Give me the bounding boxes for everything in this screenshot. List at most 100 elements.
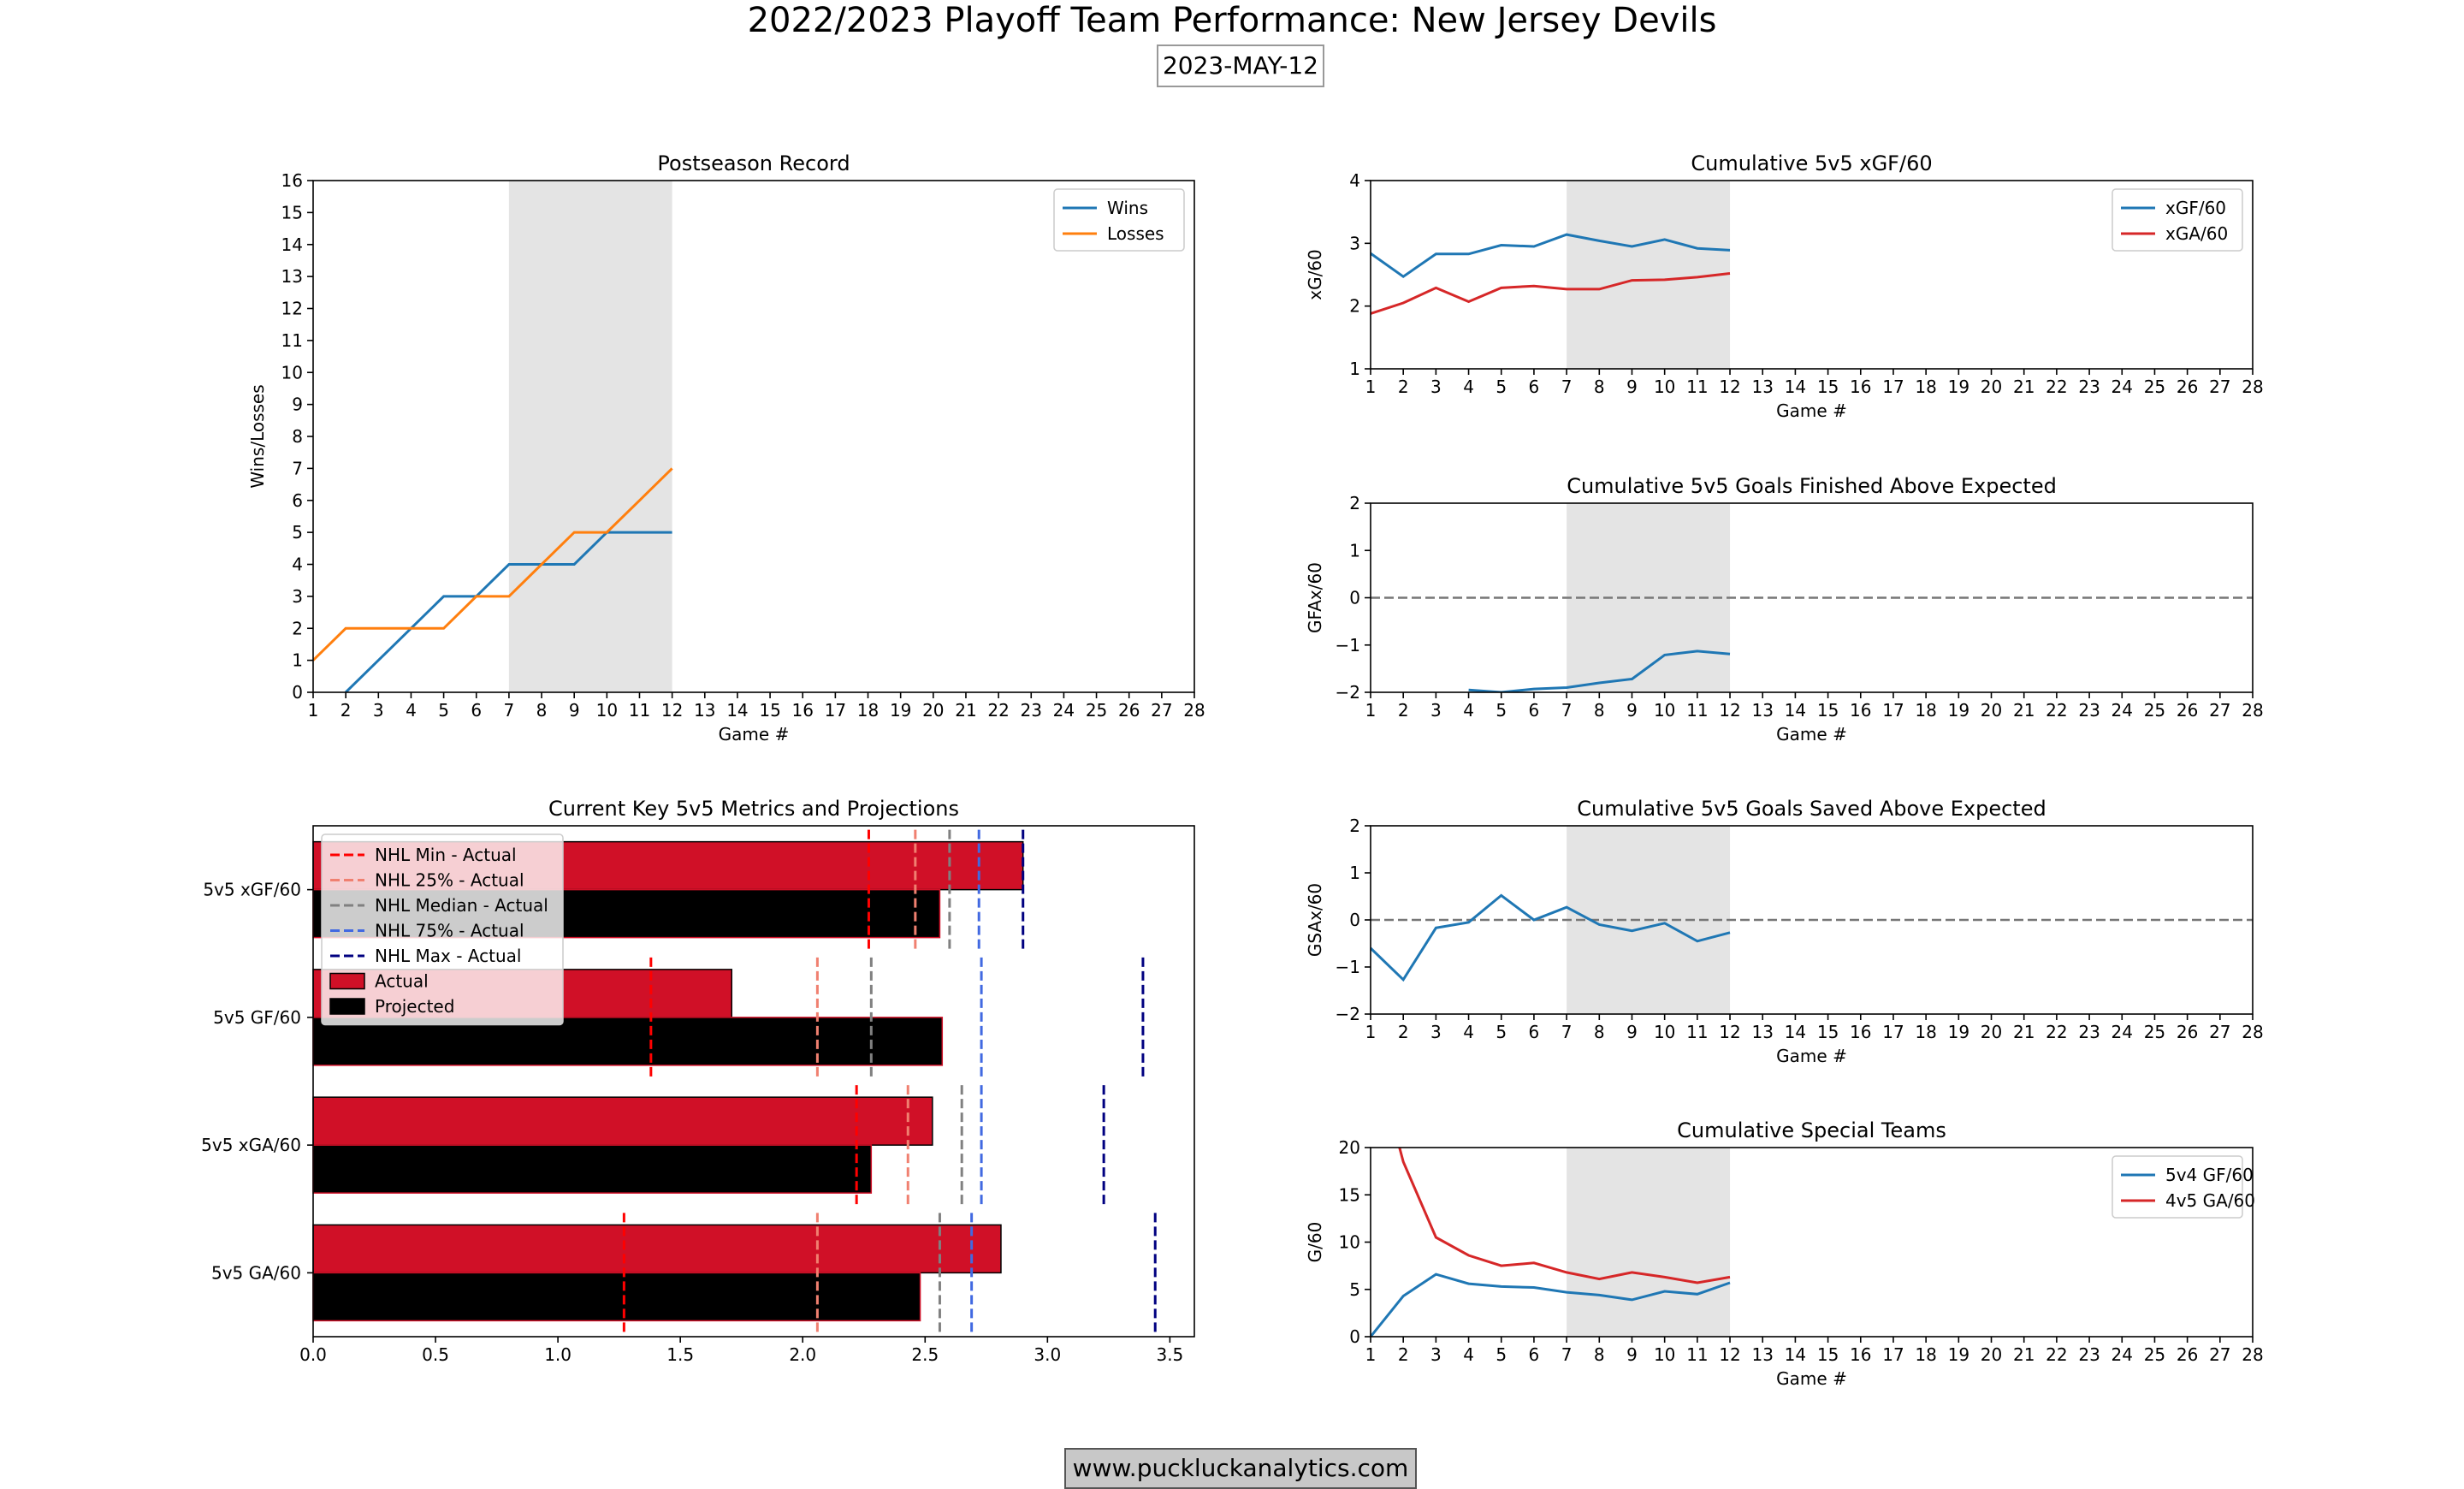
x-tick-label: 17 bbox=[825, 700, 846, 721]
x-tick-label: 6 bbox=[471, 700, 482, 721]
x-tick-label: 21 bbox=[955, 700, 976, 721]
x-tick-label: 7 bbox=[1561, 1344, 1573, 1365]
x-tick-label: 15 bbox=[1817, 1022, 1839, 1042]
x-tick-label: 27 bbox=[2209, 377, 2230, 397]
y-tick-label: 12 bbox=[281, 299, 303, 319]
x-tick-label: 16 bbox=[1850, 700, 1871, 721]
x-tick-label: 7 bbox=[504, 700, 515, 721]
x-tick-label: 3 bbox=[1430, 700, 1442, 721]
x-tick-label: 3 bbox=[1430, 1344, 1442, 1365]
x-tick-label: 9 bbox=[1626, 700, 1638, 721]
y-tick-label: 10 bbox=[1339, 1232, 1360, 1253]
x-tick-label: 5 bbox=[1496, 700, 1507, 721]
y-tick-label: 2 bbox=[292, 618, 303, 638]
x-tick-label: 14 bbox=[1785, 700, 1806, 721]
x-tick-label: 11 bbox=[629, 700, 650, 721]
x-tick-label: 16 bbox=[791, 700, 813, 721]
y-tick-label: 8 bbox=[292, 426, 303, 447]
x-tick-label: 7 bbox=[1561, 700, 1573, 721]
y-axis-label: xG/60 bbox=[1305, 249, 1325, 300]
category-label: 5v5 GA/60 bbox=[211, 1262, 301, 1283]
x-tick-label: 7 bbox=[1561, 1022, 1573, 1042]
y-tick-label: 4 bbox=[1349, 170, 1360, 191]
bar-projected bbox=[312, 1144, 873, 1194]
x-tick-label: 25 bbox=[2144, 1344, 2165, 1365]
y-tick-label: 14 bbox=[281, 234, 303, 255]
x-tick-label: 19 bbox=[1948, 1022, 1969, 1042]
x-tick-label: 28 bbox=[2242, 700, 2263, 721]
panel-special: 1 2 3 4 5 6 7 8 9 10 11 12 13 14 15 16 17 18 19 20 21 22 23 24 2… bbox=[1305, 1118, 2264, 1389]
x-tick-label: 24 bbox=[2112, 700, 2133, 721]
y-tick-label: 0 bbox=[292, 682, 303, 703]
x-tick-label: 17 bbox=[1882, 1344, 1904, 1365]
footer-url[interactable]: www.puckluckanalytics.com bbox=[1064, 1448, 1417, 1489]
x-tick-label: 25 bbox=[1086, 700, 1107, 721]
y-tick-label: −1 bbox=[1336, 957, 1360, 977]
y-tick-label: 7 bbox=[292, 458, 303, 478]
y-tick-label: −2 bbox=[1336, 682, 1360, 703]
y-tick-label: 2 bbox=[1349, 493, 1360, 513]
plot-area bbox=[313, 181, 1194, 692]
x-tick-label: 16 bbox=[1850, 377, 1871, 397]
x-tick-label: 9 bbox=[1626, 1344, 1638, 1365]
y-tick-label: 0 bbox=[1349, 588, 1360, 608]
shaded-region bbox=[1567, 181, 1731, 369]
panel-title: Cumulative 5v5 xGF/60 bbox=[1691, 151, 1932, 175]
shaded-region bbox=[508, 181, 672, 692]
x-tick-label: 2 bbox=[341, 700, 352, 721]
x-tick-label: 28 bbox=[1183, 700, 1205, 721]
x-tick-label: 6 bbox=[1529, 1344, 1540, 1365]
x-tick-label: 4 bbox=[1463, 1344, 1474, 1365]
date-label: 2023-MAY-12 bbox=[1157, 44, 1324, 87]
series-line-xGA/60 bbox=[1371, 272, 1731, 315]
x-tick-label: 2.0 bbox=[789, 1344, 816, 1365]
y-tick-label: 2 bbox=[1349, 296, 1360, 317]
x-tick-label: 18 bbox=[1915, 377, 1936, 397]
x-tick-label: 25 bbox=[2144, 377, 2165, 397]
x-tick-label: 10 bbox=[1654, 700, 1675, 721]
x-tick-label: 28 bbox=[2242, 1344, 2263, 1365]
y-tick-label: 0 bbox=[1349, 910, 1360, 930]
x-axis-label: Game # bbox=[719, 724, 790, 744]
x-axis-label: Game # bbox=[1776, 400, 1847, 421]
x-tick-label: 26 bbox=[2177, 700, 2198, 721]
x-tick-label: 12 bbox=[1719, 700, 1740, 721]
legend: xGF/60 xGA/60 bbox=[2112, 188, 2243, 252]
x-tick-label: 23 bbox=[1021, 700, 1042, 721]
x-tick-label: 16 bbox=[1850, 1344, 1871, 1365]
x-tick-label: 11 bbox=[1686, 700, 1708, 721]
x-tick-label: 20 bbox=[1981, 700, 2002, 721]
legend: NHL Min - Actual NHL 25% - Actual NHL Medi… bbox=[321, 833, 564, 1026]
x-tick-label: 15 bbox=[1817, 1344, 1839, 1365]
x-tick-label: 19 bbox=[1948, 1344, 1969, 1365]
x-tick-label: 20 bbox=[1981, 377, 2002, 397]
y-axis-label: GFAx/60 bbox=[1305, 562, 1325, 633]
legend-swatch bbox=[329, 998, 365, 1015]
x-tick-label: 19 bbox=[1948, 700, 1969, 721]
x-tick-label: 3 bbox=[373, 700, 384, 721]
y-axis-label: GSAx/60 bbox=[1305, 883, 1325, 957]
x-tick-label: 3 bbox=[1430, 1022, 1442, 1042]
legend-label: Wins bbox=[1107, 198, 1148, 218]
y-tick-label: 9 bbox=[292, 394, 303, 415]
x-tick-label: 6 bbox=[1529, 1022, 1540, 1042]
series-line-4v5 GA/60 bbox=[1398, 1148, 1731, 1284]
legend: 5v4 GF/60 4v5 GA/60 bbox=[2112, 1155, 2255, 1219]
x-tick-label: 4 bbox=[1463, 377, 1474, 397]
figure-title: 2022/2023 Playoff Team Performance: New … bbox=[747, 1, 1717, 40]
x-tick-label: 8 bbox=[1594, 1344, 1605, 1365]
x-tick-label: 3 bbox=[1430, 377, 1442, 397]
x-tick-label: 5 bbox=[1496, 377, 1507, 397]
x-axis-label: Game # bbox=[1776, 1368, 1847, 1389]
x-tick-label: 2 bbox=[1398, 1344, 1409, 1365]
x-tick-label: 12 bbox=[1719, 1022, 1740, 1042]
y-tick-label: 1 bbox=[1349, 863, 1360, 883]
category-label: 5v5 xGF/60 bbox=[203, 880, 301, 900]
bar-actual bbox=[312, 1096, 933, 1146]
x-tick-label: 2 bbox=[1398, 700, 1409, 721]
panel-title: Cumulative 5v5 Goals Finished Above Expe… bbox=[1567, 474, 2057, 498]
shaded-region bbox=[1567, 1148, 1731, 1337]
x-tick-label: 13 bbox=[1751, 700, 1773, 721]
x-tick-label: 23 bbox=[2078, 1344, 2100, 1365]
x-tick-label: 18 bbox=[1915, 1344, 1936, 1365]
